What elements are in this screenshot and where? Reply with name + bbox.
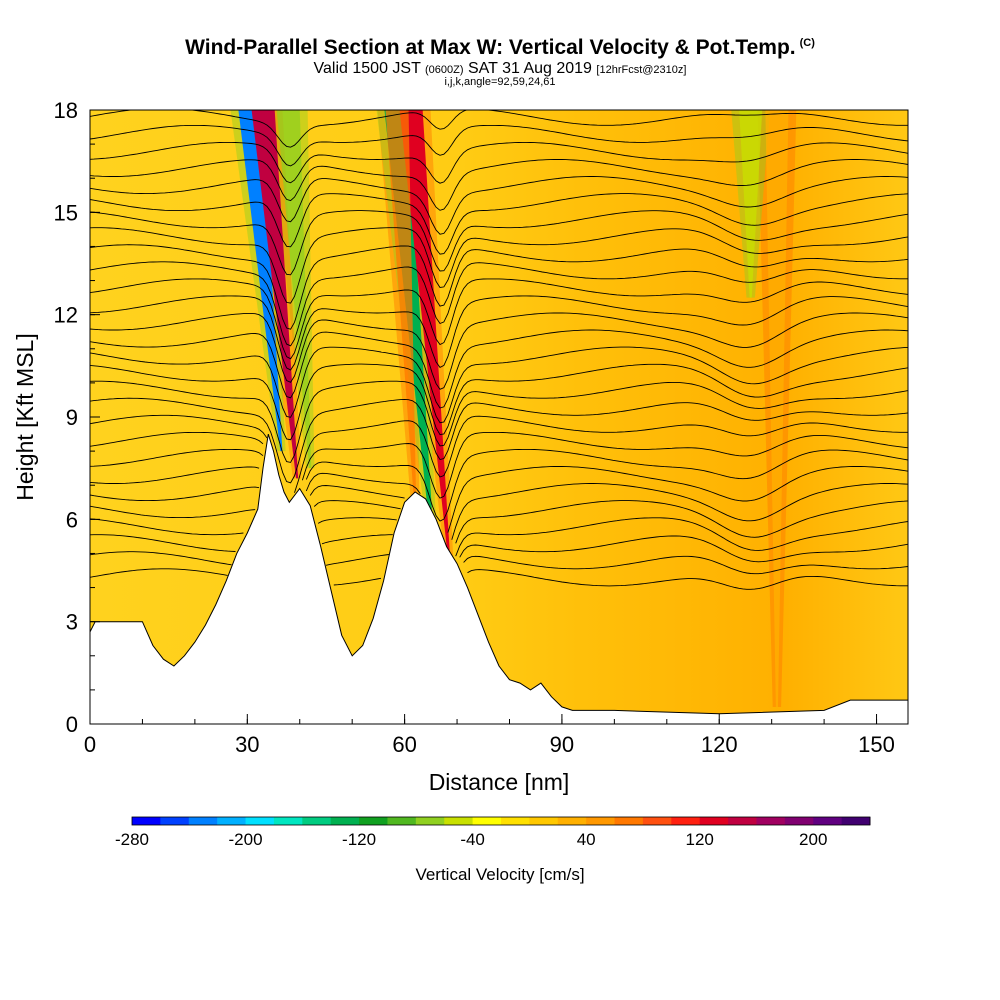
x-tick-label: 60: [392, 732, 416, 757]
colorbar-tick-label: -40: [460, 830, 485, 849]
colorbar-frame: [131, 816, 871, 826]
subtitle-z: (0600Z): [425, 64, 464, 76]
theta-contour: [90, 159, 908, 211]
y-tick-label: 0: [66, 712, 78, 737]
x-tick-label: 90: [550, 732, 574, 757]
chart-indices: i,j,k,angle=92,59,24,61: [444, 76, 556, 88]
velocity-plume: [251, 110, 299, 479]
colorbar-swatch: [387, 817, 417, 825]
theta-contour: [90, 397, 908, 484]
theta-contour: [90, 278, 908, 360]
theta-contour: [90, 466, 908, 533]
theta-contour: [90, 193, 908, 255]
colorbar-swatch: [302, 817, 332, 825]
y-axis-label: Height [Kft MSL]: [12, 333, 38, 500]
colorbar-swatch: [273, 817, 303, 825]
theta-contour: [90, 124, 908, 167]
colorbar-swatch: [444, 817, 474, 825]
colorbar-swatch: [415, 817, 445, 825]
y-tick-label: 6: [66, 507, 78, 532]
colorbar-swatch: [614, 817, 644, 825]
colorbar-tick-label: 200: [799, 830, 827, 849]
x-tick-label: 150: [858, 732, 895, 757]
terrain: [89, 433, 909, 725]
theta-contour: [90, 261, 908, 347]
colorbar-swatch: [813, 817, 843, 825]
subtitle-date: SAT 31 Aug 2019: [468, 60, 592, 77]
colorbar-swatch: [671, 817, 701, 825]
theta-contour: [90, 534, 908, 563]
theta-contour: [90, 380, 908, 463]
y-tick-label: 3: [66, 610, 78, 635]
theta-contour: [90, 312, 908, 390]
colorbar-swatch: [557, 817, 587, 825]
theta-contour: [90, 414, 908, 493]
theta-contour: [90, 176, 908, 235]
theta-contour: [90, 110, 908, 148]
theta-contour: [90, 346, 908, 424]
chart-subtitle: Valid 1500 JST (0600Z) SAT 31 Aug 2019 […: [0, 60, 1000, 78]
colorbar-swatch: [217, 817, 247, 825]
theta-contour: [90, 210, 908, 276]
colorbar-swatch: [501, 817, 530, 825]
theta-contour: [90, 363, 908, 441]
y-tick-label: 9: [66, 405, 78, 430]
colorbar-swatch: [784, 817, 814, 825]
theta-contour: [90, 227, 908, 304]
colorbar-swatch: [472, 817, 502, 825]
colorbar-tick-label: -200: [229, 830, 263, 849]
chart-title-mark: (C): [799, 37, 815, 49]
theta-contour: [90, 517, 908, 557]
colorbar-swatch: [586, 817, 616, 825]
chart-title-text: Wind-Parallel Section at Max W: Vertical…: [185, 36, 796, 59]
colorbar-swatch: [245, 817, 275, 825]
theta-contour: [90, 568, 908, 590]
colorbar-swatch: [359, 817, 388, 825]
chart-title: Wind-Parallel Section at Max W: Vertical…: [0, 36, 1000, 60]
velocity-plume: [385, 110, 417, 503]
velocity-plume: [739, 110, 763, 298]
subtitle-fcst: [12hrFcst@2310z]: [596, 64, 687, 76]
colorbar-swatch: [728, 817, 757, 825]
colorbar-swatch: [699, 817, 729, 825]
velocity-plume: [399, 110, 451, 561]
colorbar-tick-label: -280: [115, 830, 149, 849]
subtitle-valid: Valid 1500 JST: [313, 60, 421, 77]
colorbar-swatch: [756, 817, 786, 825]
theta-contour: [90, 431, 908, 499]
colorbar-tick-label: 120: [686, 830, 714, 849]
axes: 0 30 60 90 120 150 0 3 6 9 12 15 18: [54, 98, 895, 757]
theta-contour: [90, 329, 908, 409]
theta-contour: [90, 295, 908, 371]
theta-contour: [90, 483, 908, 540]
velocity-plume: [765, 110, 789, 707]
y-tick-label: 12: [54, 303, 78, 328]
potential-temperature-contours: [90, 110, 908, 590]
colorbar: -280 -200 -120 -40 40 120 200: [115, 816, 871, 849]
colorbar-tick-label: 40: [577, 830, 596, 849]
colorbar-swatch: [529, 817, 559, 825]
theta-contour: [90, 448, 908, 522]
x-axis-label: Distance [nm]: [429, 769, 570, 795]
theta-contour: [90, 244, 908, 330]
y-tick-label: 18: [54, 98, 78, 123]
colorbar-swatch: [160, 817, 190, 825]
colorbar-tick-label: -120: [342, 830, 376, 849]
colorbar-swatch: [642, 817, 672, 825]
colorbar-swatch: [188, 817, 218, 825]
x-tick-label: 120: [701, 732, 738, 757]
x-tick-label: 30: [235, 732, 259, 757]
y-tick-label: 15: [54, 200, 78, 225]
colorbar-label: Vertical Velocity [cm/s]: [415, 865, 584, 884]
theta-contour: [90, 500, 908, 544]
terrain-profile: [89, 433, 909, 725]
x-tick-label: 0: [84, 732, 96, 757]
theta-contour: [90, 141, 908, 184]
velocity-plume: [238, 110, 283, 452]
colorbar-swatch: [330, 817, 360, 825]
colorbar-swatch: [841, 817, 871, 825]
theta-contour: [90, 551, 908, 575]
colorbar-swatch: [132, 817, 161, 825]
